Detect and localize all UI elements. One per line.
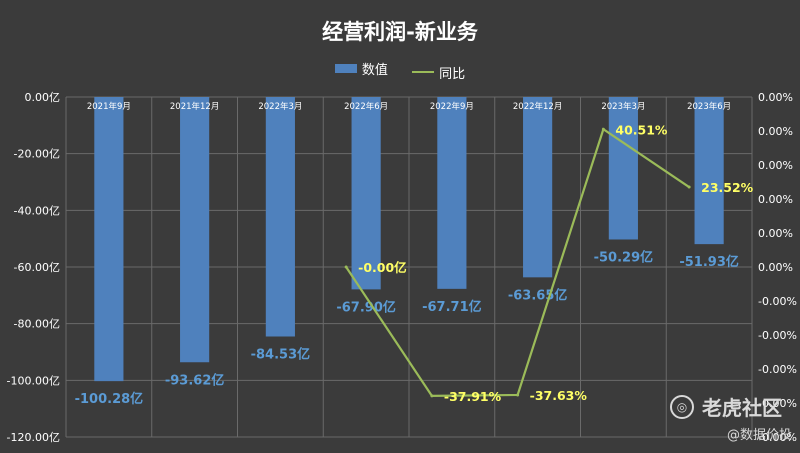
y-tick-left: -80.00亿 — [14, 318, 60, 331]
bar — [437, 97, 467, 289]
chart-title: 经营利润-新业务 — [322, 20, 478, 44]
y-tick-right: 0.00% — [758, 91, 793, 104]
y-tick-right: -0.00% — [758, 363, 797, 376]
line-point — [430, 394, 434, 398]
y-tick-left: -100.00亿 — [7, 374, 60, 387]
bar-data-label: -50.29亿 — [594, 249, 654, 265]
bar-data-label: -93.62亿 — [165, 372, 225, 388]
bar-data-label: -100.28亿 — [75, 391, 144, 407]
y-tick-right: 0.00% — [758, 227, 793, 240]
x-tick-label: 2022年9月 — [430, 101, 474, 112]
tiger-logo-icon: ◎ — [670, 394, 694, 419]
y-tick-right: -0.00% — [758, 431, 797, 444]
legend: 数值 同比 — [0, 59, 800, 82]
x-tick-label: 2022年12月 — [513, 101, 562, 112]
bar-data-label: -84.53亿 — [251, 347, 311, 363]
bar — [180, 97, 210, 363]
line-data-label: 23.52% — [701, 180, 754, 195]
y-tick-right: 0.00% — [758, 159, 793, 172]
y-tick-right: 0.00% — [758, 261, 793, 274]
bar-data-label: -63.65亿 — [508, 287, 568, 303]
y-tick-left: 0.00亿 — [25, 91, 61, 104]
legend-item-line: 同比 — [412, 63, 465, 82]
line-data-label: -37.63% — [530, 388, 588, 403]
y-tick-left: -60.00亿 — [14, 261, 60, 274]
x-tick-label: 2023年6月 — [687, 101, 731, 112]
bar — [608, 97, 638, 240]
y-tick-right: -0.00% — [758, 329, 797, 342]
y-tick-left: -120.00亿 — [7, 431, 60, 444]
watermark-brand: 老虎社区 — [702, 396, 782, 420]
y-tick-left: -20.00亿 — [14, 148, 60, 161]
watermark: ◎ 老虎社区 — [670, 392, 782, 421]
line-data-label: -0.00亿 — [358, 260, 407, 275]
bar-data-label: -67.71亿 — [422, 299, 482, 315]
x-tick-label: 2022年3月 — [258, 101, 302, 112]
y-tick-right: -0.00% — [758, 397, 797, 410]
bar-data-label: -51.93亿 — [679, 254, 739, 270]
line-data-label: 40.51% — [615, 122, 668, 137]
y-tick-right: 0.00% — [758, 193, 793, 206]
legend-label-line: 同比 — [439, 66, 466, 82]
line-point — [687, 185, 691, 189]
line-point — [344, 265, 348, 269]
bar — [265, 97, 295, 337]
x-tick-label: 2023年3月 — [601, 101, 645, 112]
y-tick-left: -40.00亿 — [14, 204, 60, 217]
bar — [523, 97, 553, 278]
legend-label-bar: 数值 — [361, 63, 388, 78]
bar — [694, 97, 724, 245]
line-point — [601, 127, 605, 131]
legend-item-bar: 数值 — [334, 59, 388, 78]
watermark-sub: @数据价投 — [726, 428, 792, 443]
y-tick-right: -0.00% — [758, 295, 797, 308]
line-data-label: -37.91% — [444, 389, 502, 404]
x-tick-label: 2022年6月 — [344, 101, 388, 112]
x-tick-label: 2021年12月 — [170, 101, 219, 112]
bar-data-label: -67.90亿 — [336, 299, 396, 315]
bar — [351, 97, 381, 290]
legend-swatch-bar — [334, 64, 357, 73]
legend-swatch-line — [412, 71, 435, 73]
bar — [94, 97, 124, 382]
x-tick-label: 2021年9月 — [87, 101, 131, 112]
line-point — [516, 393, 520, 397]
y-tick-right: 0.00% — [758, 125, 793, 138]
